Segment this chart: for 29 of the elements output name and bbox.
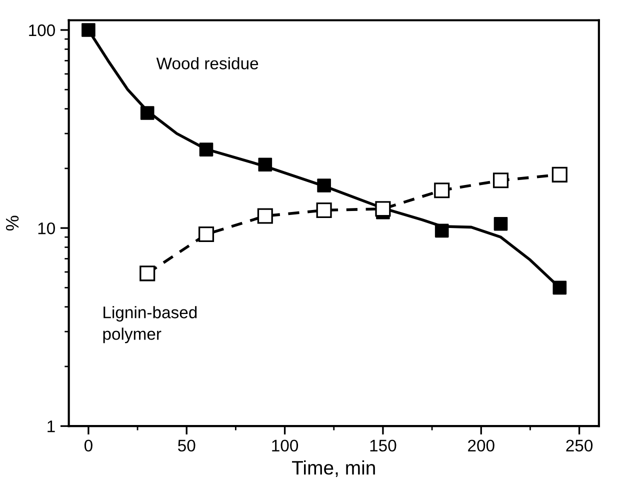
y-tick-label: 10 xyxy=(38,222,55,234)
point xyxy=(492,172,509,188)
point xyxy=(82,23,96,37)
point xyxy=(434,182,450,198)
point xyxy=(434,224,449,238)
point xyxy=(375,201,391,217)
point xyxy=(552,280,567,295)
x-tick-label: 0 xyxy=(84,440,92,452)
x-tick-label: 50 xyxy=(178,440,196,452)
y-tick-label: 100 xyxy=(29,24,55,36)
x-tick-label: 150 xyxy=(370,440,396,452)
point xyxy=(317,178,331,192)
point xyxy=(199,142,214,156)
point xyxy=(140,106,154,120)
annotation: Wood residue xyxy=(156,57,258,70)
point xyxy=(552,166,568,182)
y-axis-title: % xyxy=(6,216,19,231)
point xyxy=(316,202,332,218)
point xyxy=(198,226,214,242)
x-axis-title: Time, min xyxy=(292,460,375,477)
point xyxy=(258,158,272,172)
x-tick-label: 200 xyxy=(468,440,494,452)
x-tick-label: 100 xyxy=(272,440,298,452)
y-tick-label: 1 xyxy=(48,420,55,432)
point xyxy=(257,208,273,224)
point xyxy=(140,266,156,282)
x-tick-label: 250 xyxy=(566,440,593,452)
point xyxy=(494,216,508,231)
annotation: Lignin-based polymer xyxy=(103,306,197,344)
